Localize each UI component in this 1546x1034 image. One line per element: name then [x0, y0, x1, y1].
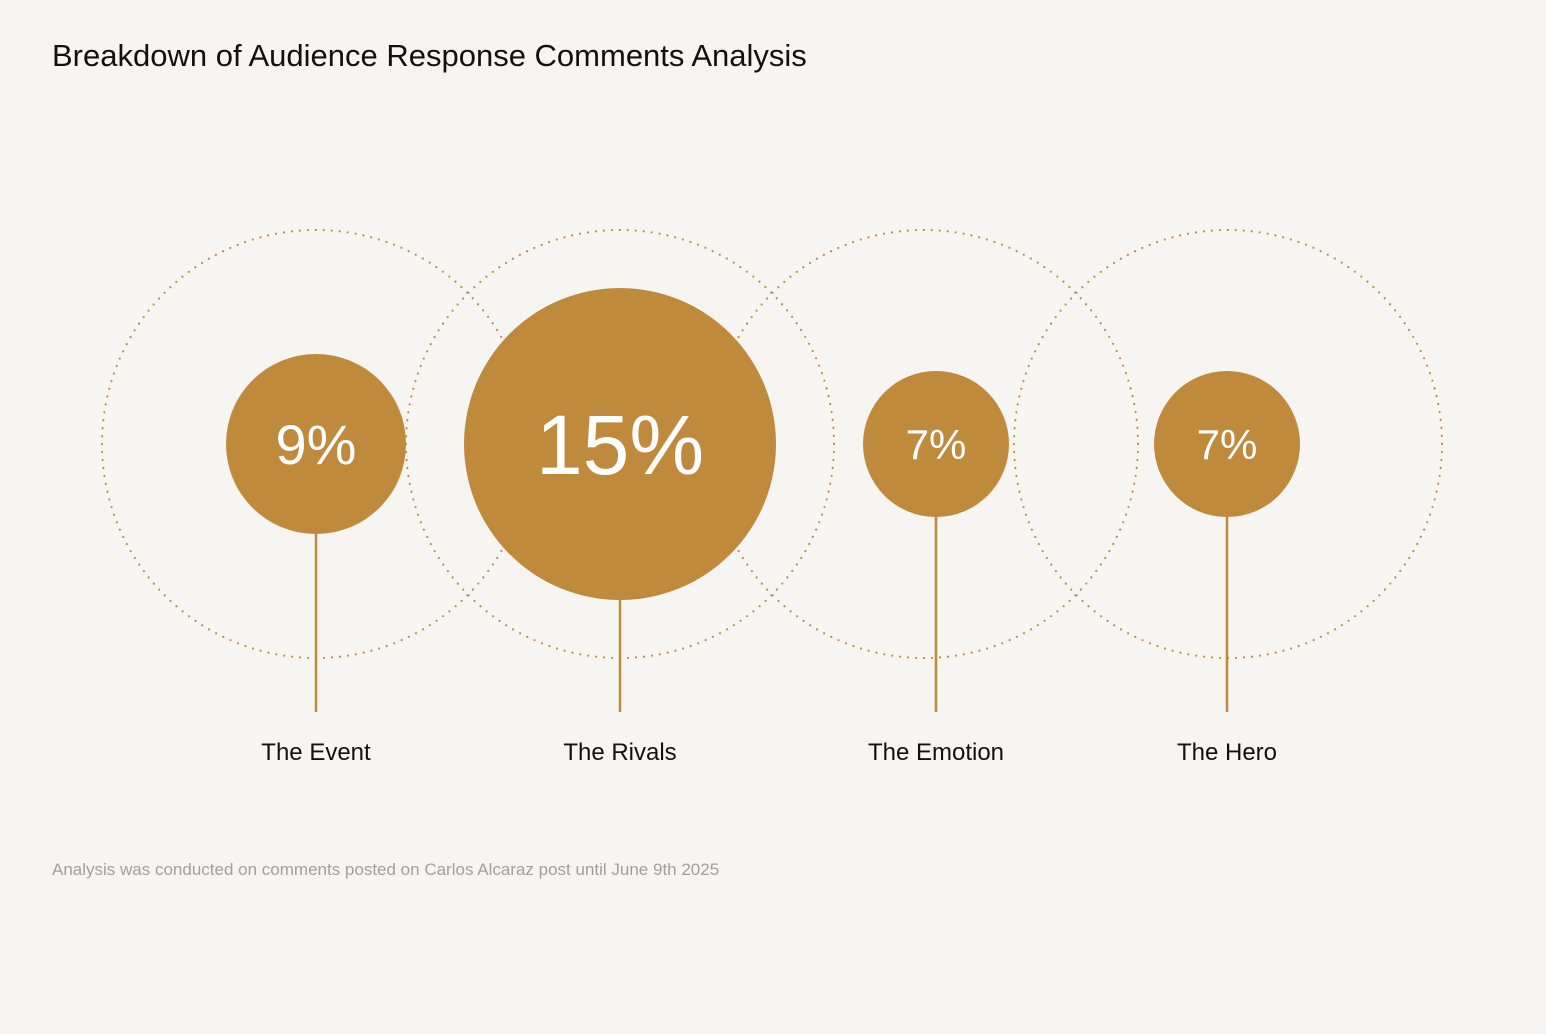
value-label-4: 7% — [1197, 421, 1258, 468]
value-label-2: 15% — [536, 398, 704, 492]
value-label-3: 7% — [906, 421, 967, 468]
bubble-4 — [1154, 371, 1300, 517]
category-label-3: The Emotion — [868, 739, 1004, 766]
category-label-4: The Hero — [1177, 739, 1277, 766]
footnote: Analysis was conducted on comments poste… — [52, 860, 720, 879]
chart-title: Breakdown of Audience Response Comments … — [52, 38, 807, 73]
category-label-1: The Event — [261, 739, 371, 766]
bubble-1 — [226, 354, 406, 534]
bubble-2 — [464, 288, 776, 600]
bubble-3 — [863, 371, 1009, 517]
category-label-2: The Rivals — [563, 739, 676, 766]
value-label-1: 9% — [276, 413, 357, 476]
